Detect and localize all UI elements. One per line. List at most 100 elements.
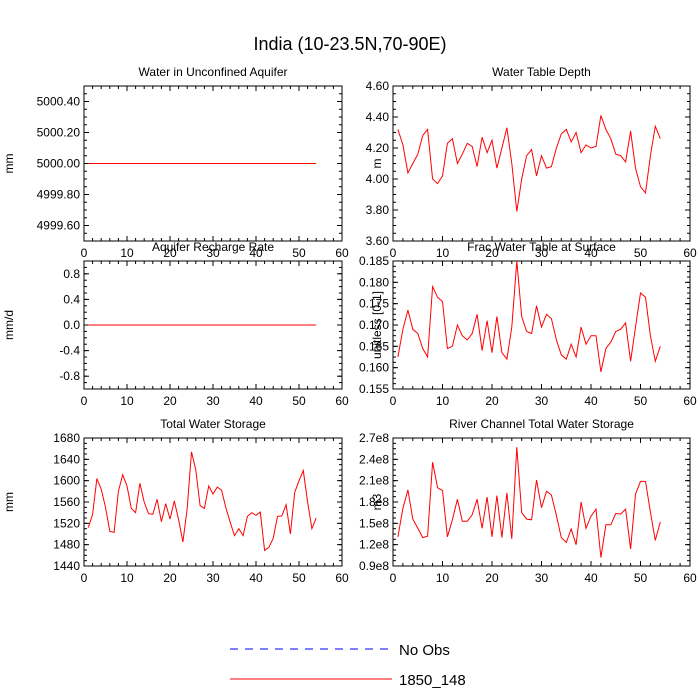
plot-frame xyxy=(83,437,343,567)
y-tick-label: 2.4e8 xyxy=(359,452,389,466)
x-tick-label: 40 xyxy=(249,394,263,408)
y-tick-label: -0.4 xyxy=(59,344,80,358)
x-tick-label: 20 xyxy=(485,246,499,260)
x-tick-label: 50 xyxy=(634,571,648,585)
y-tick-label: 5000.00 xyxy=(37,157,81,171)
y-axis-label: mm/d xyxy=(2,310,16,340)
y-tick-label: 1640 xyxy=(53,452,80,466)
x-tick-label: 20 xyxy=(485,394,499,408)
y-tick-label: 0.170 xyxy=(359,318,389,332)
x-tick-label: 20 xyxy=(163,394,177,408)
panel-title: Water in Unconfined Aquifer xyxy=(139,65,288,79)
y-tick-label: 1.5e8 xyxy=(359,516,389,530)
y-axis-label: mm xyxy=(2,154,16,174)
y-tick-label: 0.0 xyxy=(63,318,80,332)
figure-title: India (10-23.5N,70-90E) xyxy=(253,34,447,54)
x-tick-label: 50 xyxy=(292,571,306,585)
series-line-1850-148 xyxy=(397,447,661,558)
y-tick-label: 5000.20 xyxy=(37,126,81,140)
x-tick-label: 60 xyxy=(335,246,349,260)
panel-title: River Channel Total Water Storage xyxy=(449,417,634,431)
y-tick-label: 2.1e8 xyxy=(359,474,389,488)
y-tick-label: 4999.60 xyxy=(37,219,81,233)
y-tick-label: 0.180 xyxy=(359,275,389,289)
x-tick-label: 10 xyxy=(120,571,134,585)
x-tick-label: 40 xyxy=(249,246,263,260)
y-tick-label: 0.185 xyxy=(359,254,389,268)
panel-recharge-rate: Aquifer Recharge Rate mm/d 0 10 20 30 40 50 60 -0… xyxy=(2,240,349,408)
x-tick-label: 30 xyxy=(535,571,549,585)
x-tick-label: 30 xyxy=(535,246,549,260)
y-tick-label: 1440 xyxy=(53,559,80,573)
plot-frame xyxy=(392,85,691,242)
x-tick-label: 0 xyxy=(390,394,397,408)
y-tick-label: 5000.40 xyxy=(37,95,81,109)
y-axis-label: m xyxy=(370,159,384,169)
plot-frame xyxy=(392,437,691,567)
x-tick-label: 20 xyxy=(485,571,499,585)
panel-total-water-storage: Total Water Storage mm 0 10 20 30 40 50 60 1440 14… xyxy=(2,417,349,585)
panel-river-storage: River Channel Total Water Storage m3 0 10 20… xyxy=(359,417,697,585)
panel-frac-water-table: Frac Water Table at Surface unitless [0-1… xyxy=(359,240,697,408)
panel-title: Aquifer Recharge Rate xyxy=(152,240,274,254)
series-line-1850-148 xyxy=(87,451,317,552)
y-tick-label: 4.60 xyxy=(366,79,390,93)
x-tick-label: 20 xyxy=(163,571,177,585)
panel-title: Frac Water Table at Surface xyxy=(467,240,616,254)
x-tick-label: 60 xyxy=(335,571,349,585)
y-tick-label: 4999.80 xyxy=(37,188,81,202)
series-line-1850-148 xyxy=(397,115,661,212)
x-tick-label: 40 xyxy=(249,571,263,585)
y-axis-label: unitless [0-1] xyxy=(370,291,384,359)
x-tick-label: 0 xyxy=(81,394,88,408)
x-tick-label: 50 xyxy=(292,246,306,260)
y-tick-label: 0.175 xyxy=(359,297,389,311)
y-tick-label: 3.60 xyxy=(366,234,390,248)
x-tick-label: 20 xyxy=(163,246,177,260)
x-tick-label: 60 xyxy=(335,394,349,408)
y-tick-label: -0.8 xyxy=(59,369,80,383)
panel-aquifer-water: Water in Unconfined Aquifer mm 0 10 20 30 40 50… xyxy=(2,65,349,260)
y-axis-label: mm xyxy=(2,492,16,512)
y-tick-label: 0.4 xyxy=(63,292,80,306)
x-tick-label: 60 xyxy=(683,394,697,408)
x-tick-label: 10 xyxy=(436,394,450,408)
x-tick-label: 40 xyxy=(584,571,598,585)
y-tick-label: 1680 xyxy=(53,431,80,445)
x-tick-label: 0 xyxy=(81,246,88,260)
x-tick-label: 0 xyxy=(81,571,88,585)
y-tick-label: 0.155 xyxy=(359,382,389,396)
x-tick-label: 60 xyxy=(683,571,697,585)
series-line-1850-148 xyxy=(397,260,661,373)
y-tick-label: 4.20 xyxy=(366,141,390,155)
x-tick-label: 0 xyxy=(390,571,397,585)
x-tick-label: 60 xyxy=(683,246,697,260)
x-tick-label: 10 xyxy=(436,246,450,260)
x-tick-label: 10 xyxy=(120,246,134,260)
x-tick-label: 50 xyxy=(292,394,306,408)
y-tick-label: 3.80 xyxy=(366,203,390,217)
x-tick-label: 30 xyxy=(206,246,220,260)
x-tick-label: 10 xyxy=(436,571,450,585)
y-tick-label: 1480 xyxy=(53,538,80,552)
y-tick-label: 2.7e8 xyxy=(359,431,389,445)
panel-title: Water Table Depth xyxy=(492,65,591,79)
y-tick-label: 0.160 xyxy=(359,361,389,375)
y-tick-label: 1560 xyxy=(53,495,80,509)
x-tick-label: 40 xyxy=(584,394,598,408)
y-tick-label: 0.165 xyxy=(359,339,389,353)
legend-label-no-obs: No Obs xyxy=(399,642,450,659)
x-tick-label: 0 xyxy=(390,246,397,260)
y-tick-label: 1520 xyxy=(53,516,80,530)
y-tick-label: 0.9e8 xyxy=(359,559,389,573)
x-tick-label: 40 xyxy=(584,246,598,260)
x-tick-label: 50 xyxy=(634,394,648,408)
y-tick-label: 0.8 xyxy=(63,267,80,281)
x-tick-label: 50 xyxy=(634,246,648,260)
x-tick-label: 30 xyxy=(535,394,549,408)
legend: No Obs 1850_148 xyxy=(230,642,466,689)
x-tick-label: 30 xyxy=(206,394,220,408)
x-tick-label: 30 xyxy=(206,571,220,585)
chart-panels: Water in Unconfined Aquifer mm 0 10 20 30 40 50… xyxy=(2,65,697,585)
